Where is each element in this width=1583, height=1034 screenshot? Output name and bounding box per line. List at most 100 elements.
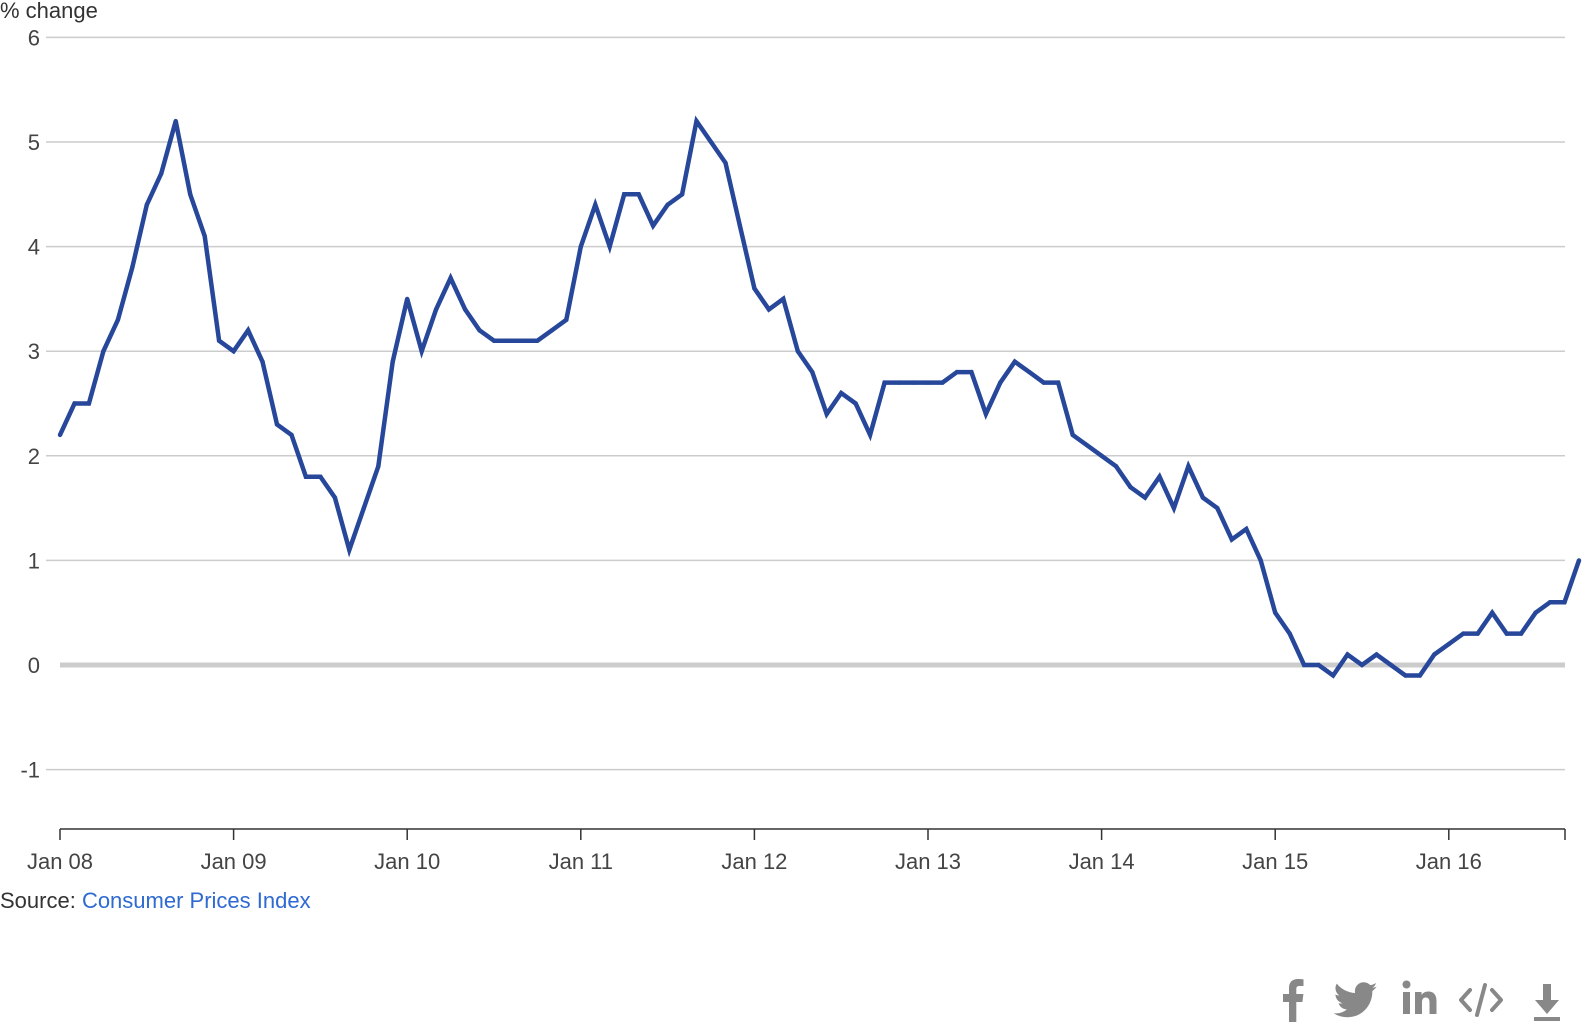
- x-tick-label: Jan 09: [201, 849, 267, 874]
- data-point: [433, 307, 439, 312]
- data-point: [419, 349, 424, 354]
- embed-button[interactable]: [1458, 978, 1504, 1028]
- x-axis: Jan 08 Jan 09 Jan 10 Jan 11 Jan 12 Jan 13 Jan …: [27, 828, 1566, 874]
- y-tick-label: 5: [28, 130, 40, 155]
- data-point: [882, 380, 887, 385]
- x-tick-label: Jan 12: [721, 849, 787, 874]
- y-axis-tick-labels: -1 0 1 2 3 4 5 6: [20, 25, 40, 782]
- data-point: [1244, 526, 1249, 532]
- data-point: [911, 380, 916, 385]
- data-point: [506, 338, 511, 343]
- data-point: [694, 118, 699, 124]
- data-point: [839, 390, 844, 396]
- data-point: [303, 474, 309, 479]
- data-point: [1446, 641, 1452, 647]
- linkedin-share-button[interactable]: [1402, 978, 1438, 1028]
- x-tick-label: Jan 14: [1069, 849, 1135, 874]
- data-point: [130, 265, 135, 270]
- data-point: [853, 401, 858, 406]
- data-point: [766, 307, 772, 312]
- twitter-share-button[interactable]: [1334, 978, 1378, 1028]
- data-point: [332, 495, 338, 500]
- data-point: [1547, 600, 1553, 605]
- data-point: [274, 422, 280, 427]
- data-point: [1273, 610, 1278, 615]
- download-button[interactable]: [1532, 978, 1562, 1028]
- x-tick-label: Jan 13: [895, 849, 961, 874]
- data-point: [665, 202, 670, 207]
- data-point: [1345, 652, 1350, 657]
- data-point: [737, 223, 743, 228]
- data-point: [361, 505, 366, 511]
- source-link[interactable]: Consumer Prices Index: [81, 888, 311, 913]
- data-point: [1229, 537, 1235, 542]
- data-point: [1171, 505, 1177, 511]
- y-axis-label: % change: [0, 0, 98, 23]
- data-point: [72, 401, 77, 406]
- data-point: [376, 464, 381, 469]
- data-point: [1330, 673, 1336, 678]
- data-point: [491, 338, 497, 343]
- data-point: [1475, 631, 1480, 636]
- data-point: [1142, 495, 1148, 500]
- data-point: [405, 296, 410, 302]
- share-toolbar: [1270, 978, 1570, 1028]
- data-point: [202, 233, 207, 239]
- x-tick-label: Jan 08: [27, 849, 93, 874]
- data-point: [622, 192, 627, 197]
- data-point: [1359, 662, 1365, 668]
- data-point: [578, 244, 583, 249]
- twitter-icon: [1334, 982, 1378, 1018]
- y-tick-label: 3: [28, 339, 40, 364]
- data-point: [867, 432, 873, 438]
- facebook-icon: [1283, 979, 1304, 1022]
- data-point: [188, 192, 193, 197]
- data-point: [477, 328, 482, 333]
- data-point: [1388, 662, 1394, 668]
- data-point: [1518, 631, 1524, 636]
- data-point: [1084, 443, 1090, 448]
- series-line: [57, 115, 1582, 679]
- data-point: [1099, 453, 1104, 458]
- y-tick-label: 0: [28, 653, 40, 678]
- data-point: [1012, 359, 1017, 364]
- series-layer: [57, 115, 1582, 679]
- data-point: [144, 202, 149, 207]
- x-tick-label: Jan 11: [549, 849, 613, 874]
- data-point: [245, 328, 251, 333]
- data-point: [593, 202, 598, 207]
- data-point: [1186, 464, 1191, 469]
- embed-icon: [1459, 983, 1503, 1017]
- y-tick-label: 2: [28, 444, 40, 469]
- facebook-share-button[interactable]: [1280, 978, 1308, 1028]
- data-point: [86, 401, 92, 406]
- data-point: [231, 349, 236, 354]
- data-point: [824, 411, 829, 417]
- data-point: [115, 317, 121, 322]
- data-point: [289, 432, 294, 438]
- data-point: [1041, 380, 1046, 385]
- data-point: [1070, 432, 1075, 438]
- data-point: [1432, 652, 1437, 657]
- x-tick-label: Jan 16: [1416, 849, 1482, 874]
- data-point: [795, 349, 800, 354]
- data-point: [1504, 631, 1509, 636]
- data-point: [462, 307, 468, 312]
- data-point: [173, 118, 178, 124]
- data-point: [347, 547, 352, 553]
- download-icon: [1534, 984, 1560, 1021]
- data-point: [723, 160, 728, 166]
- data-point: [1417, 673, 1423, 678]
- data-point: [1258, 558, 1263, 563]
- data-point: [57, 432, 63, 438]
- data-point: [708, 139, 714, 145]
- data-point: [1301, 662, 1307, 668]
- data-point: [159, 171, 164, 176]
- data-point: [752, 286, 757, 291]
- x-tick-label: Jan 15: [1242, 849, 1308, 874]
- data-point: [940, 380, 945, 385]
- data-point: [1287, 631, 1292, 636]
- data-point: [101, 349, 106, 354]
- data-point: [520, 338, 526, 343]
- data-point: [1157, 474, 1162, 479]
